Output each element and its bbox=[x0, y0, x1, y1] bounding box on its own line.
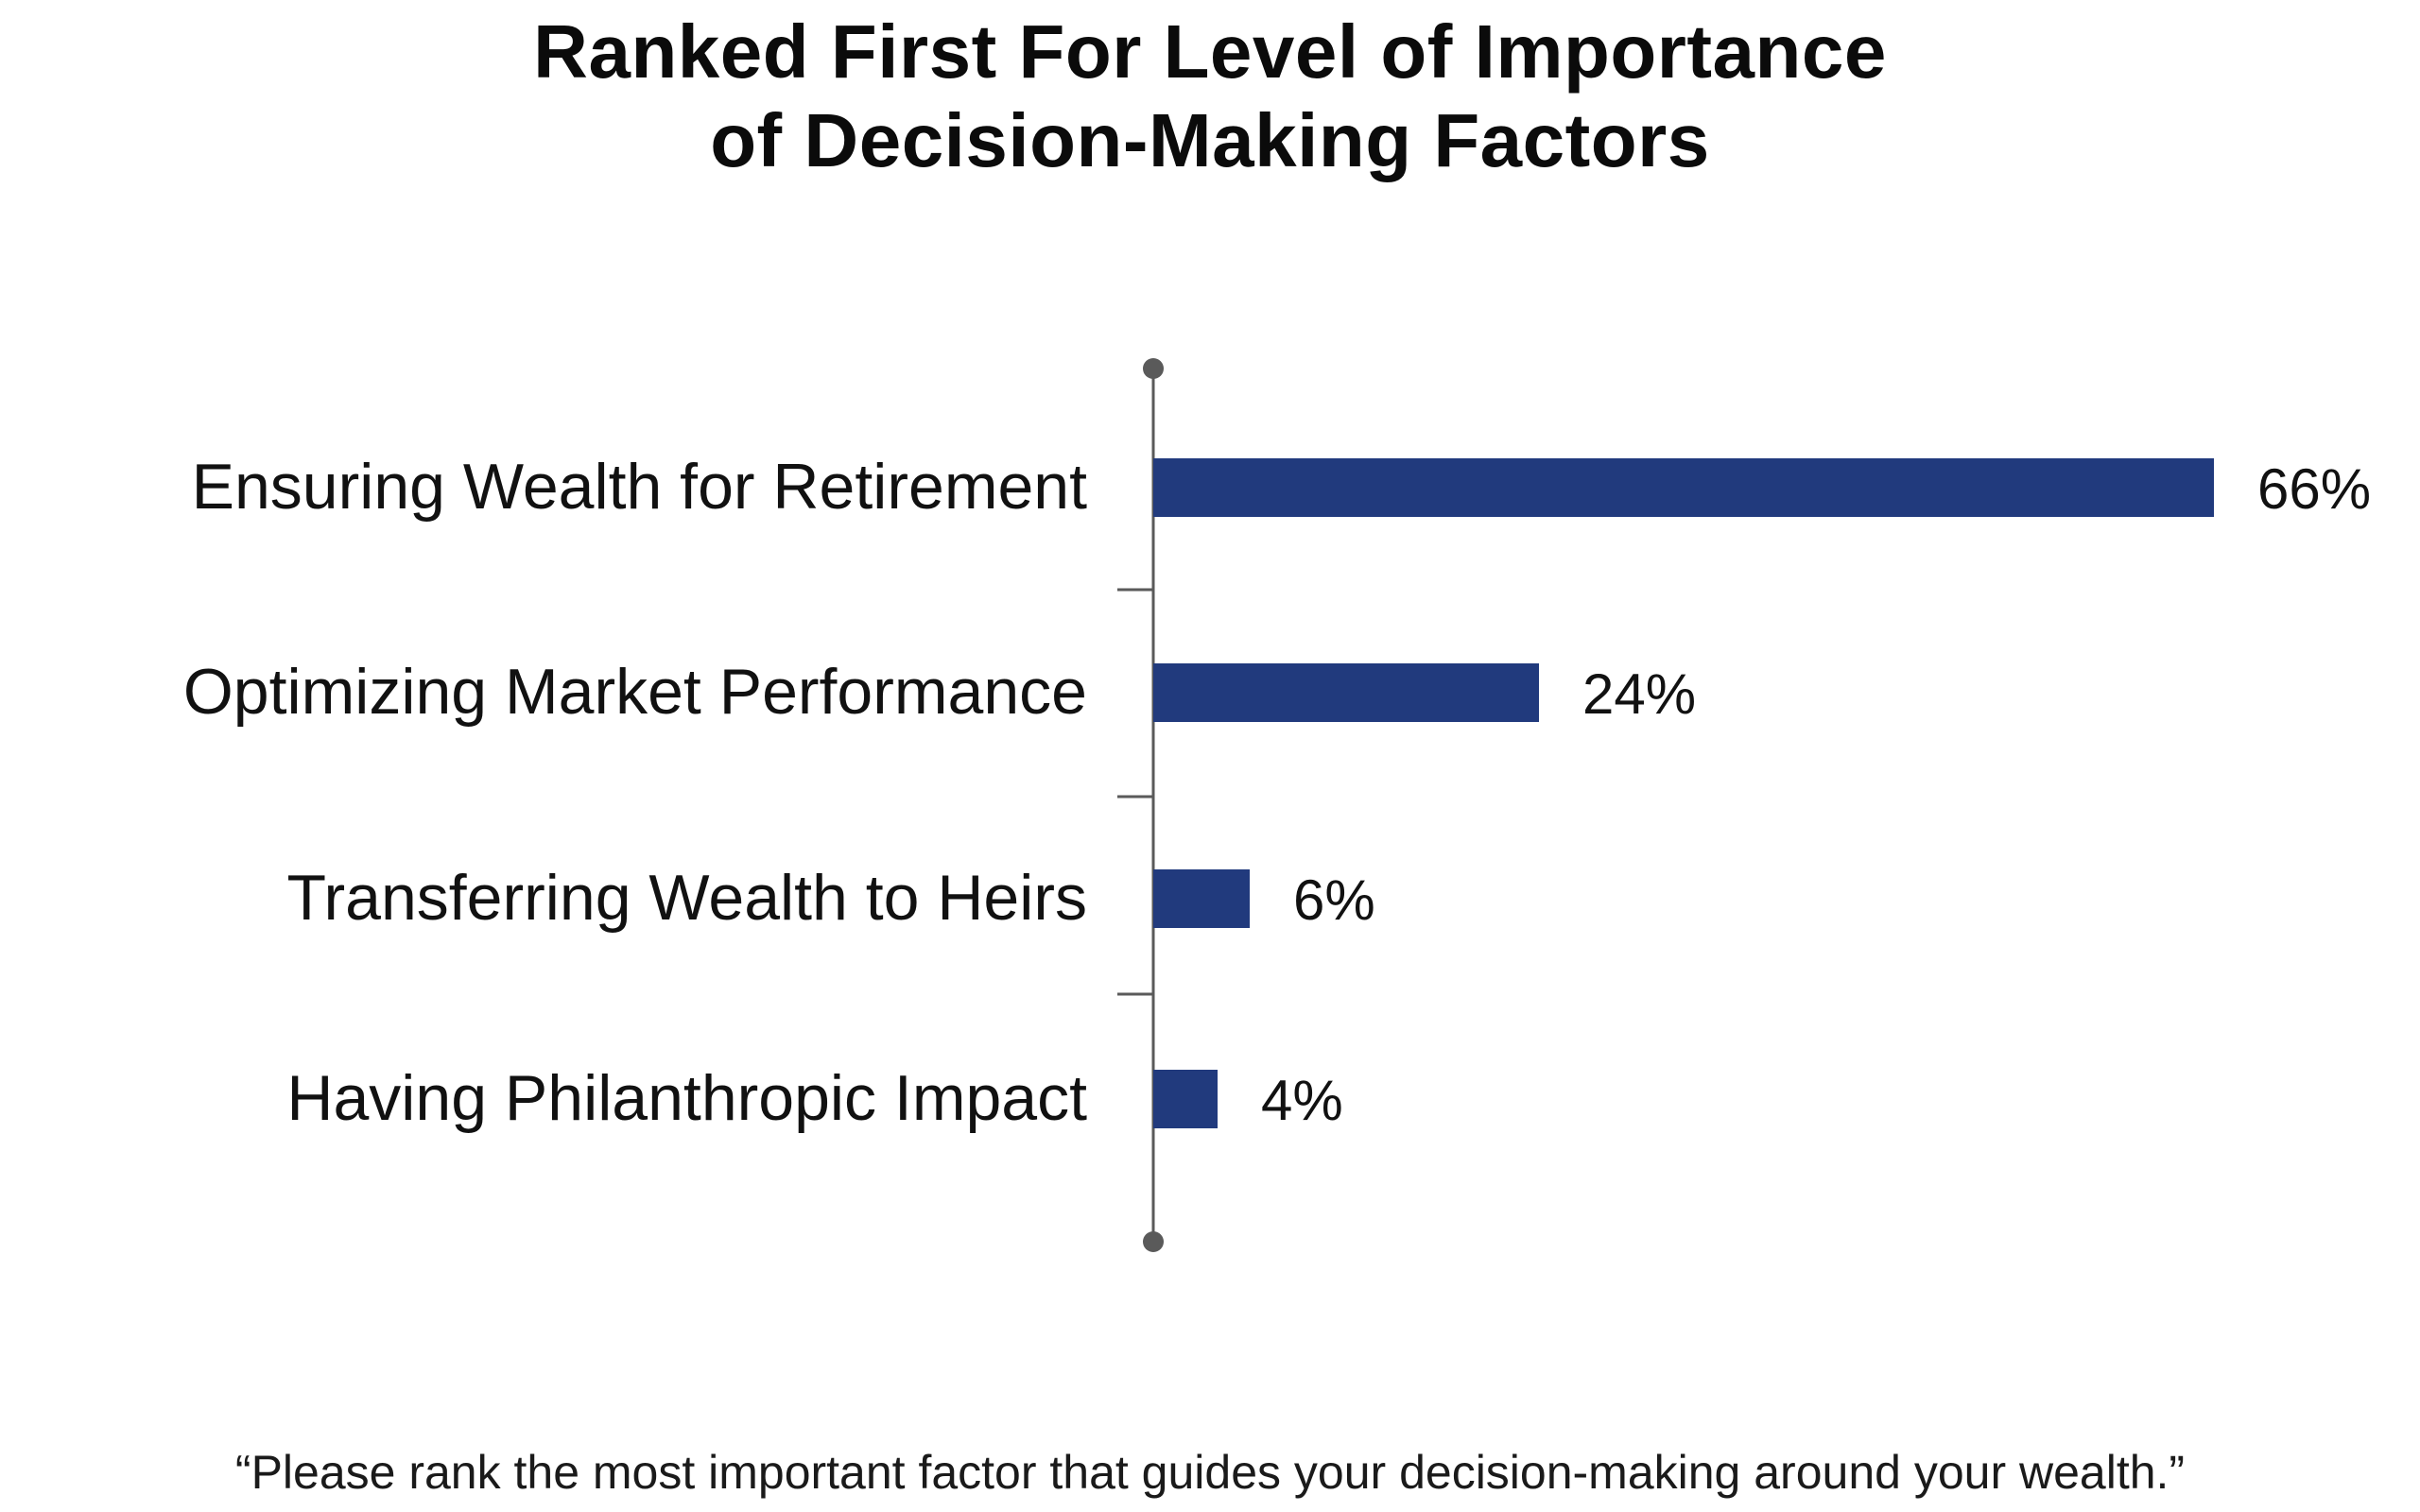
data-label: 6% bbox=[1293, 868, 1375, 932]
bar bbox=[1153, 869, 1250, 928]
y-axis-bottom-dot bbox=[1143, 1231, 1164, 1252]
data-label: 24% bbox=[1582, 662, 1696, 726]
y-axis-top-dot bbox=[1143, 358, 1164, 379]
bar bbox=[1153, 458, 2214, 517]
category-label: Transferring Wealth to Heirs bbox=[286, 862, 1087, 934]
data-label: 4% bbox=[1261, 1069, 1343, 1132]
chart-title: Ranked First For Level of Importance of … bbox=[0, 8, 2420, 185]
survey-question-footnote: “Please rank the most important factor t… bbox=[234, 1446, 2186, 1499]
chart-title-line-1: Ranked First For Level of Importance bbox=[533, 9, 1887, 94]
category-label: Having Philanthropic Impact bbox=[286, 1062, 1087, 1134]
bar bbox=[1153, 1070, 1218, 1128]
category-label: Optimizing Market Performance bbox=[183, 656, 1087, 728]
category-label: Ensuring Wealth for Retirement bbox=[192, 451, 1087, 523]
bar bbox=[1153, 663, 1539, 722]
data-label: 66% bbox=[2257, 457, 2371, 521]
chart-title-line-2: of Decision-Making Factors bbox=[710, 98, 1710, 182]
